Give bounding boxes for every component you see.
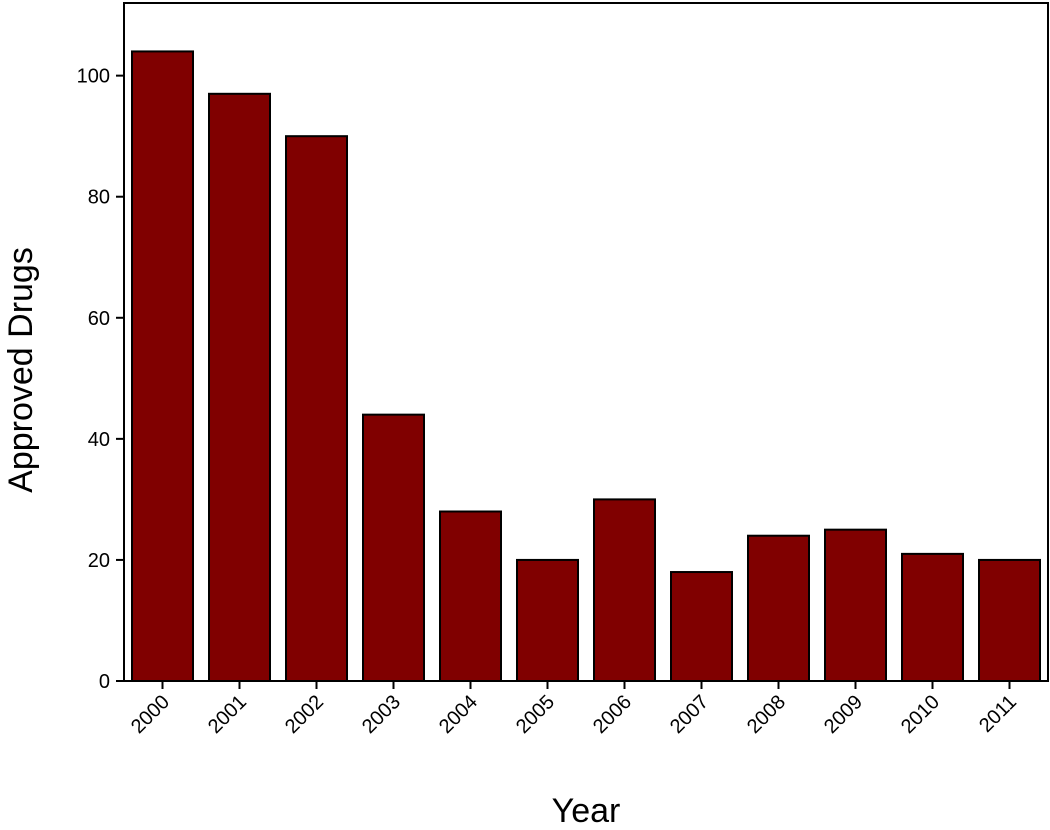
y-axis-title: Approved Drugs bbox=[2, 247, 40, 493]
x-tick-label: 2000 bbox=[127, 691, 174, 738]
bar-2005 bbox=[516, 558, 579, 683]
axes-layer bbox=[116, 2, 1049, 689]
bars-layer bbox=[131, 50, 1041, 683]
bar-2007 bbox=[670, 571, 733, 682]
x-tick-label: 2004 bbox=[435, 691, 482, 738]
bar-2002 bbox=[285, 135, 348, 682]
x-tick-label: 2005 bbox=[512, 691, 559, 738]
y-tick-label: 20 bbox=[88, 550, 110, 572]
y-tick-label: 100 bbox=[77, 66, 110, 88]
x-tick-label: 2001 bbox=[204, 691, 251, 738]
y-tick-label: 80 bbox=[88, 187, 110, 209]
x-tick-label: 2007 bbox=[666, 691, 713, 738]
bar-2010 bbox=[901, 552, 964, 682]
x-tick-label: 2009 bbox=[820, 691, 867, 738]
x-tick-label: 2003 bbox=[358, 691, 405, 738]
y-tick-label: 60 bbox=[88, 308, 110, 330]
bar-2003 bbox=[362, 413, 425, 682]
bar-2011 bbox=[978, 558, 1041, 683]
bar-2000 bbox=[131, 50, 194, 682]
x-axis-title: Year bbox=[552, 792, 621, 825]
bar-2009 bbox=[824, 528, 887, 682]
bar-2006 bbox=[593, 498, 656, 682]
bar-2004 bbox=[439, 510, 502, 682]
bar-2001 bbox=[208, 92, 271, 682]
x-tick-label: 2006 bbox=[589, 691, 636, 738]
bar-2008 bbox=[747, 534, 810, 683]
y-tick-label: 0 bbox=[99, 671, 110, 693]
x-tick-label: 2002 bbox=[281, 691, 328, 738]
plot-frame bbox=[123, 2, 1049, 682]
y-tick-label: 40 bbox=[88, 429, 110, 451]
x-tick-label: 2010 bbox=[897, 691, 944, 738]
x-tick-label: 2008 bbox=[743, 691, 790, 738]
x-tick-label: 2011 bbox=[975, 691, 1021, 737]
